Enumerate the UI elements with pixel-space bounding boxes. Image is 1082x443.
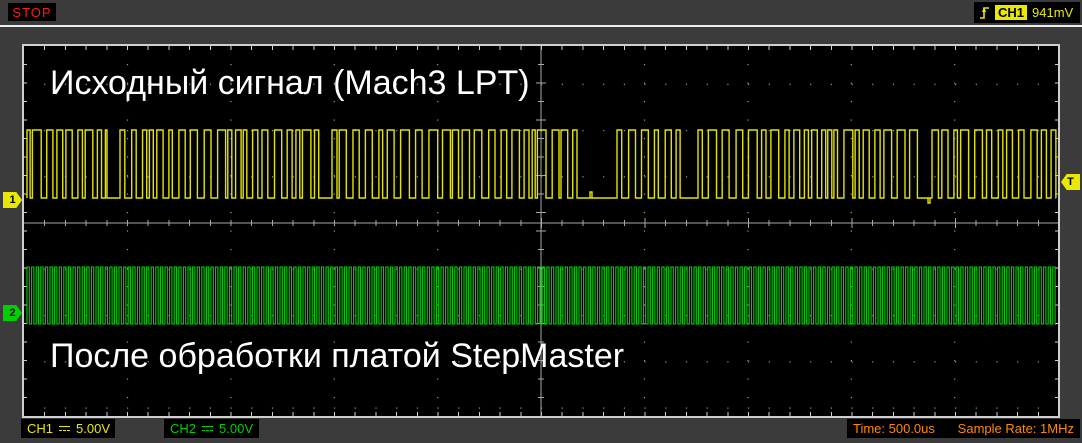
ch2-scale-readout: CH2 5.00V	[164, 419, 259, 438]
ch1-coupling-icon	[58, 425, 71, 433]
ch2-volts-per-div: 5.00V	[219, 421, 253, 436]
ch2-ground-marker[interactable]: 2	[3, 305, 22, 321]
ch1-marker-label: 1	[9, 194, 16, 206]
ch1-waveform	[26, 129, 1057, 204]
trigger-level-value: 941mV	[1032, 5, 1074, 20]
acquisition-status-badge: STOP	[8, 3, 56, 21]
trigger-marker-label: T	[1067, 176, 1074, 188]
ch1-volts-per-div: 5.00V	[76, 421, 110, 436]
trigger-level-marker[interactable]: T	[1061, 174, 1080, 190]
time-per-div: Time: 500.0us	[853, 421, 935, 436]
ch2-marker-label: 2	[9, 307, 16, 319]
sample-rate: Sample Rate: 1MHz	[957, 421, 1074, 436]
ch2-label: CH2	[170, 421, 197, 436]
ch2-waveform	[26, 266, 1056, 325]
ch2-coupling-icon	[201, 425, 214, 433]
timebase-readout: Time: 500.0us Sample Rate: 1MHz	[847, 419, 1080, 438]
graticule-display: Исходный сигнал (Mach3 LPT) После обрабо…	[22, 44, 1060, 418]
rising-edge-trigger-icon	[980, 7, 989, 19]
annotation-processed-signal: После обработки платой StepMaster	[50, 337, 625, 375]
ch1-label: CH1	[27, 421, 54, 436]
acquisition-status-text: STOP	[12, 4, 52, 20]
grid-and-traces	[24, 46, 1058, 416]
annotation-source-signal: Исходный сигнал (Mach3 LPT)	[50, 64, 530, 102]
ch1-scale-readout: CH1 5.00V	[21, 419, 115, 438]
trigger-source-chip: CH1	[995, 5, 1028, 20]
trigger-readout: CH1 941mV	[974, 2, 1080, 23]
ch1-ground-marker[interactable]: 1	[3, 192, 22, 208]
top-status-bar: STOP CH1 941mV	[0, 0, 1082, 27]
